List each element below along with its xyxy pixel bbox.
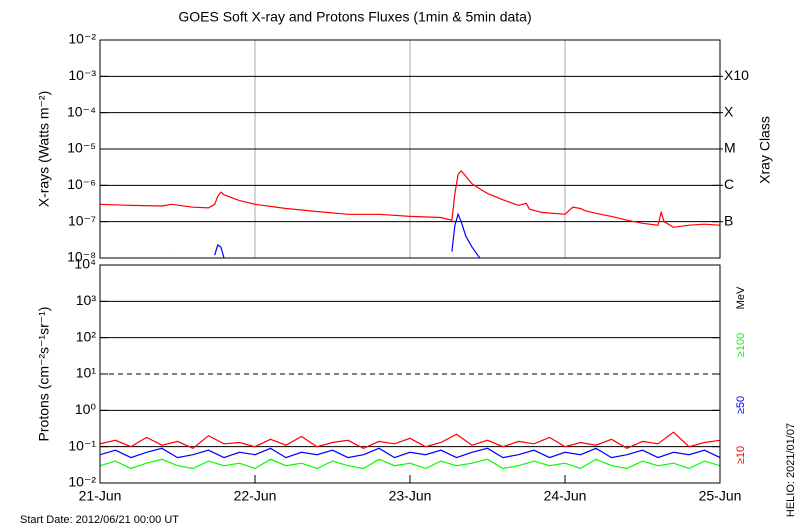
y-tick-label: 10⁻⁷ <box>68 212 96 228</box>
series-line <box>100 431 720 449</box>
y2-axis-label: Xray Class <box>757 116 773 184</box>
series-line <box>100 169 720 228</box>
series-line <box>100 447 720 459</box>
y-tick-label: 10⁻⁶ <box>67 176 96 192</box>
chart-title: GOES Soft X-ray and Protons Fluxes (1min… <box>178 9 531 25</box>
legend-entry: ≥100 <box>735 333 747 357</box>
y2-tick-label: C <box>724 176 734 192</box>
x-tick-label: 25-Jun <box>699 488 742 504</box>
y-axis-label: Protons (cm⁻²s⁻¹sr⁻¹) <box>36 307 52 442</box>
y-tick-label: 10³ <box>76 292 97 308</box>
x-tick-label: 21-Jun <box>79 488 122 504</box>
plot-area <box>100 169 720 258</box>
y2-tick-label: X <box>724 103 734 119</box>
y-tick-label: 10⁻⁸ <box>67 249 96 265</box>
y-tick-label: 10⁻⁴ <box>67 103 96 119</box>
series-line <box>100 458 720 470</box>
y-tick-label: 10⁻² <box>68 474 96 490</box>
y2-tick-label: B <box>724 212 733 228</box>
y2-tick-label: M <box>724 140 736 156</box>
y-tick-label: 10⁴ <box>74 256 96 272</box>
y-tick-label: 10⁰ <box>75 401 97 417</box>
legend-entry: ≥50 <box>735 396 747 414</box>
y-tick-label: 10⁻³ <box>68 67 96 83</box>
credit: HELIO: 2021/01/07 <box>785 423 797 517</box>
y-axis-label: X-rays (Watts m⁻²) <box>36 91 52 208</box>
y-tick-label: 10¹ <box>76 365 97 381</box>
plot-frame <box>99 264 721 484</box>
legend-title: MeV <box>735 286 747 309</box>
x-tick-label: 22-Jun <box>234 488 277 504</box>
start-date: Start Date: 2012/06/21 00:00 UT <box>20 514 179 526</box>
series-line <box>171 212 586 258</box>
plot-frame <box>99 39 721 259</box>
y2-tick-label: X10 <box>724 67 749 83</box>
plot-area <box>100 431 720 470</box>
legend-entry: ≥10 <box>735 446 747 464</box>
y-tick-label: 10⁻¹ <box>68 437 96 453</box>
x-tick-label: 24-Jun <box>544 488 587 504</box>
y-tick-label: 10⁻⁵ <box>67 140 96 156</box>
y-tick-label: 10⁻² <box>68 31 96 47</box>
x-tick-label: 23-Jun <box>389 488 432 504</box>
y-tick-label: 10² <box>76 328 97 344</box>
